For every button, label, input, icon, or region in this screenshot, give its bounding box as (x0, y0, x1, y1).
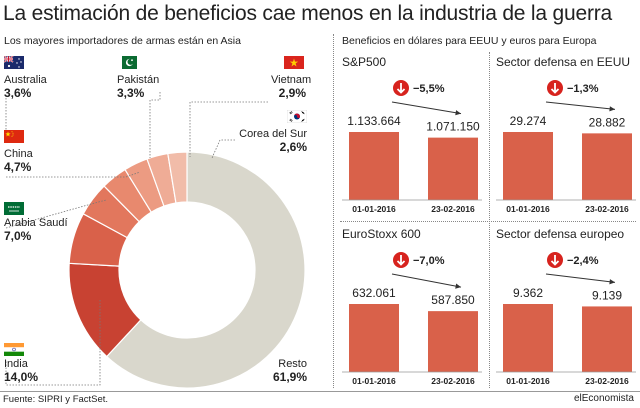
leader-line-saudi (5, 199, 107, 229)
saudi-flag-icon (4, 202, 24, 215)
label-australia: Australia 3,6% (4, 74, 47, 100)
change-label: −5,5% (413, 83, 445, 95)
bar-value-label: 587.850 (431, 293, 475, 307)
mini-title: Sector defensa en EEUU (496, 55, 630, 69)
bar-value-label: 9.362 (513, 286, 543, 300)
brand-logo: elEconomista (573, 393, 634, 404)
bar-01-01-2016 (503, 132, 553, 200)
label-saudi: Arabia Saudí 7,0% (4, 217, 68, 243)
change-label: −2,4% (567, 255, 599, 267)
bar-value-label: 9.139 (592, 288, 622, 302)
trend-arrow (391, 273, 462, 288)
vietnam-flag-icon (284, 56, 304, 69)
panel-divider (333, 34, 334, 388)
leader-line-india (5, 300, 101, 386)
label-resto: Resto 61,9% (272, 358, 307, 384)
bar-23-02-2016 (428, 137, 478, 200)
leader-line-korea (211, 139, 235, 159)
bar-01-01-2016 (349, 304, 399, 372)
x-tick-label: 23-02-2016 (431, 376, 475, 386)
left-subtitle: Los mayores importadores de armas están … (4, 35, 241, 47)
change-label: −7,0% (413, 255, 445, 267)
leader-line-china (6, 171, 141, 178)
x-tick-label: 01-01-2016 (506, 376, 550, 386)
australia-flag-icon (4, 56, 24, 69)
trend-arrowhead (609, 279, 615, 285)
trend-arrowhead (455, 110, 461, 116)
source-note: Fuente: SIPRI y FactSet. (3, 394, 109, 405)
bar-01-01-2016 (349, 132, 399, 200)
bar-01-01-2016 (503, 304, 553, 372)
trend-arrow (545, 101, 616, 110)
label-vietnam: Vietnam 2,9% (271, 74, 312, 100)
trend-arrow (545, 273, 616, 283)
india-flag-icon (4, 343, 24, 356)
bar-23-02-2016 (582, 133, 632, 200)
bar-23-02-2016 (582, 306, 632, 372)
label-india: India 14,0% (4, 358, 39, 384)
korea-flag-icon (287, 110, 307, 123)
pakistan-flag-icon (117, 56, 137, 69)
mini-title: S&P500 (342, 55, 386, 69)
donut-chart (5, 92, 306, 389)
right-subtitle: Beneficios en dólares para EEUU y euros … (342, 35, 597, 47)
bar-23-02-2016 (428, 311, 478, 372)
x-tick-label: 23-02-2016 (431, 204, 475, 214)
bar-value-label: 1.071.150 (426, 120, 480, 134)
china-flag-icon (4, 130, 24, 143)
footer-rule (0, 391, 640, 392)
bar-value-label: 29.274 (510, 114, 547, 128)
donut-slice-corea-del-sur (167, 151, 188, 204)
mini-divider-horizontal (340, 221, 636, 222)
mini-title: EuroStoxx 600 (342, 227, 421, 241)
bar-value-label: 28.882 (589, 115, 626, 129)
donut-slice-resto (105, 151, 306, 389)
trend-arrow (391, 101, 462, 115)
x-tick-label: 01-01-2016 (506, 204, 550, 214)
mini-chart-sector-defensa-en-eeuu: Sector defensa en EEUU −1,3% 29.274 01-01-2… (496, 55, 636, 214)
label-china: China 4,7% (4, 148, 33, 174)
x-tick-label: 23-02-2016 (585, 204, 629, 214)
x-tick-label: 23-02-2016 (585, 376, 629, 386)
trend-arrowhead (609, 106, 615, 112)
leader-line-vietnam (189, 101, 268, 157)
bar-value-label: 1.133.664 (347, 114, 401, 128)
bar-value-label: 632.061 (352, 286, 396, 300)
trend-arrowhead (455, 283, 461, 289)
x-tick-label: 01-01-2016 (352, 204, 396, 214)
x-tick-label: 01-01-2016 (352, 376, 396, 386)
mini-chart-eurostoxx-600: EuroStoxx 600 −7,0% 632.061 01-01-2016 587.8… (342, 227, 482, 386)
mini-chart-sector-defensa-europeo: Sector defensa europeo −2,4% 9.362 01-01-20… (496, 227, 636, 386)
page-title: La estimación de beneficios cae menos en… (3, 2, 613, 25)
mini-title: Sector defensa europeo (496, 227, 624, 241)
change-label: −1,3% (567, 83, 599, 95)
leader-line-pakistan (149, 92, 161, 158)
label-korea: Corea del Sur 2,6% (239, 128, 307, 154)
mini-divider-vertical (489, 52, 490, 388)
mini-chart-s-p500: S&P500 −5,5% 1.133.664 01-01-2016 1.071.150 2… (342, 55, 482, 214)
label-pakistan: Pakistán 3,3% (117, 74, 160, 100)
